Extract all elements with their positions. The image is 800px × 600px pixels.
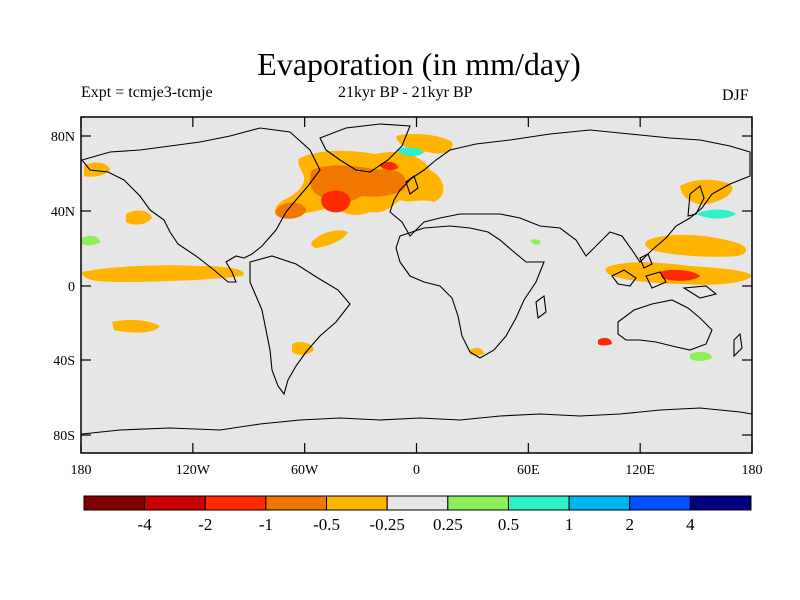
colorbar-label: 0.5 — [498, 515, 519, 534]
indian-ocean-patch — [598, 337, 612, 346]
lat-tick-label: 40S — [53, 354, 75, 369]
kuroshio-patch — [680, 179, 733, 205]
australia-coastline — [617, 299, 713, 351]
lat-tick-label: 0 — [68, 280, 75, 295]
alaska-patch — [84, 162, 110, 177]
lon-tick-label: 60E — [517, 463, 540, 478]
colorbar-label: -2 — [198, 515, 212, 534]
map-axes: 80N 40N 0 40S 80S 180 120W 60W 0 60E 120E 180 — [51, 117, 763, 478]
mid-atlantic-patch — [311, 230, 348, 248]
colorbar-swatch — [83, 495, 146, 511]
colorbar-label: 4 — [686, 515, 695, 534]
colorbar-swatch — [144, 495, 206, 511]
us-east-coast-orange — [275, 202, 306, 219]
colorbar-swatch — [447, 495, 509, 511]
lat-tick-label: 80S — [53, 429, 75, 444]
period-label: 21kyr BP - 21kyr BP — [338, 84, 473, 101]
greenland-sea-red — [380, 161, 398, 171]
greenland-coastline — [319, 123, 411, 173]
colorbar-swatch — [204, 495, 267, 511]
lon-tick-label: 60W — [291, 463, 319, 478]
colorbar-swatch — [507, 495, 570, 511]
new-zealand-coastline — [733, 332, 743, 358]
lon-tick-label: 180 — [742, 463, 763, 478]
antarctica-coastline — [81, 407, 753, 435]
colorbar-label: -0.5 — [313, 515, 340, 534]
greenland-sea-patch — [396, 134, 453, 154]
season-label: DJF — [722, 87, 749, 104]
eurasia-coastline — [389, 129, 751, 263]
south-atlantic-patch — [292, 342, 314, 355]
nordic-seas-positive-patch — [396, 147, 424, 157]
africa-coastline — [395, 225, 545, 359]
north-pacific-patch — [645, 234, 747, 257]
colorbar-label: -0.25 — [369, 515, 404, 534]
coastlines — [81, 123, 753, 435]
plot-title: Evaporation (in mm/day) — [257, 46, 581, 82]
west-pacific-red-core — [660, 269, 700, 281]
colorbar-swatch — [629, 495, 691, 511]
north-america-coastline — [81, 127, 321, 283]
colorbar: -4 -2 -1 -0.5 -0.25 0.25 0.5 1 2 4 — [83, 495, 752, 534]
south-pacific-positive — [690, 351, 712, 361]
east-pacific-patch — [82, 265, 244, 282]
anomaly-patches — [82, 134, 752, 361]
colorbar-swatch — [689, 495, 752, 511]
kuroshio-positive-patch — [696, 209, 736, 219]
south-america-coastline — [249, 255, 351, 396]
colorbar-label: -1 — [259, 515, 273, 534]
lon-tick-label: 120E — [625, 463, 655, 478]
northeast-pacific-patch — [126, 210, 152, 225]
maritime-continent-coastline — [611, 253, 718, 299]
colorbar-swatch — [386, 495, 449, 511]
tropical-pacific-positive — [82, 235, 100, 246]
colorbar-swatch — [326, 495, 388, 511]
colorbar-swatch — [265, 495, 328, 511]
lon-tick-label: 0 — [413, 463, 420, 478]
gulf-stream-red-core — [321, 190, 351, 213]
lon-tick-label: 180 — [71, 463, 92, 478]
colorbar-label: 0.25 — [433, 515, 463, 534]
lat-tick-label: 40N — [51, 205, 75, 220]
south-pacific-patch — [112, 319, 160, 333]
colorbar-swatch — [568, 495, 631, 511]
lat-tick-label: 80N — [51, 130, 75, 145]
uk-coastline — [405, 175, 419, 195]
japan-coastline — [687, 185, 705, 217]
lon-tick-label: 120W — [176, 463, 211, 478]
colorbar-label: -4 — [138, 515, 153, 534]
colorbar-label: 1 — [565, 515, 574, 534]
arabian-sea-positive — [530, 239, 541, 245]
colorbar-label: 2 — [625, 515, 634, 534]
experiment-label: Expt = tcmje3-tcmje — [81, 84, 213, 101]
madagascar-coastline — [535, 294, 547, 320]
